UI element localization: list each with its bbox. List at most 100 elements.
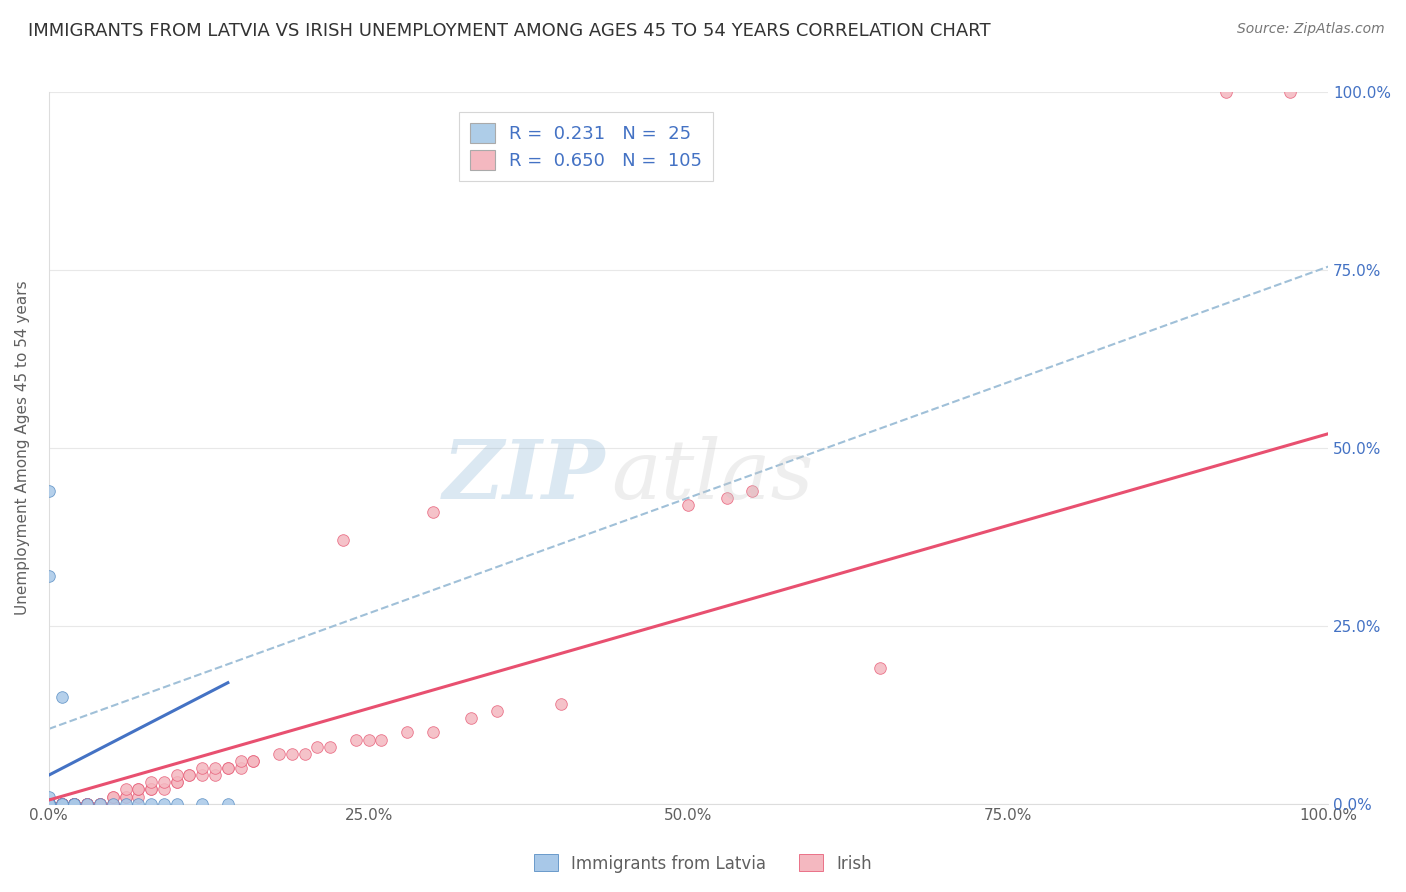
Point [191,768,214,782]
Point [63,797,86,811]
Point [153,797,176,811]
Point [38,569,60,583]
Point [89,797,111,811]
Point [76,797,98,811]
Point [51,797,73,811]
Point [51,690,73,704]
Point [76,797,98,811]
Point [217,761,239,775]
Point [101,797,124,811]
Point [1278,86,1301,100]
Point [370,732,392,747]
Point [485,704,508,718]
Point [89,797,111,811]
Point [38,797,60,811]
Point [191,797,214,811]
Point [678,498,700,512]
Point [38,797,60,811]
Point [38,797,60,811]
Point [127,797,149,811]
Point [101,789,124,804]
Text: IMMIGRANTS FROM LATVIA VS IRISH UNEMPLOYMENT AMONG AGES 45 TO 54 YEARS CORRELATI: IMMIGRANTS FROM LATVIA VS IRISH UNEMPLOY… [28,22,991,40]
Point [89,797,111,811]
Point [38,797,60,811]
Point [101,797,124,811]
Point [127,782,149,797]
Point [869,661,891,675]
Point [357,732,380,747]
Point [217,797,239,811]
Point [38,797,60,811]
Point [294,747,316,761]
Point [63,797,86,811]
Point [166,797,188,811]
Text: ZIP: ZIP [443,436,606,516]
Point [76,797,98,811]
Point [89,797,111,811]
Point [204,761,226,775]
Point [38,797,60,811]
Point [344,732,367,747]
Point [76,797,98,811]
Point [38,797,60,811]
Point [38,797,60,811]
Point [114,797,136,811]
Point [38,797,60,811]
Point [127,782,149,797]
Point [139,782,162,797]
Point [38,797,60,811]
Point [550,697,572,711]
Point [38,797,60,811]
Point [191,761,214,775]
Point [51,797,73,811]
Point [229,754,252,768]
Legend: R =  0.231   N =  25, R =  0.650   N =  105: R = 0.231 N = 25, R = 0.650 N = 105 [458,112,713,181]
Point [63,797,86,811]
Point [38,789,60,804]
Point [319,739,342,754]
Point [422,725,444,739]
Point [51,797,73,811]
Point [63,797,86,811]
Point [38,797,60,811]
Point [38,797,60,811]
Point [179,768,201,782]
Point [38,797,60,811]
Point [38,797,60,811]
Point [101,789,124,804]
Point [38,797,60,811]
Point [38,797,60,811]
Point [76,797,98,811]
Point [76,797,98,811]
Point [63,797,86,811]
Point [51,797,73,811]
Point [38,797,60,811]
Point [179,768,201,782]
Point [716,491,738,505]
Point [38,797,60,811]
Point [51,797,73,811]
Point [63,797,86,811]
Point [166,775,188,789]
Point [63,797,86,811]
Point [139,775,162,789]
Y-axis label: Unemployment Among Ages 45 to 54 years: Unemployment Among Ages 45 to 54 years [15,281,30,615]
Point [51,797,73,811]
Point [395,725,418,739]
Point [229,761,252,775]
Point [38,797,60,811]
Point [63,797,86,811]
Point [38,797,60,811]
Point [51,797,73,811]
Point [281,747,304,761]
Point [101,797,124,811]
Point [51,797,73,811]
Point [422,505,444,519]
Point [139,797,162,811]
Point [741,483,763,498]
Point [38,797,60,811]
Point [38,797,60,811]
Point [51,797,73,811]
Point [1215,86,1237,100]
Point [114,789,136,804]
